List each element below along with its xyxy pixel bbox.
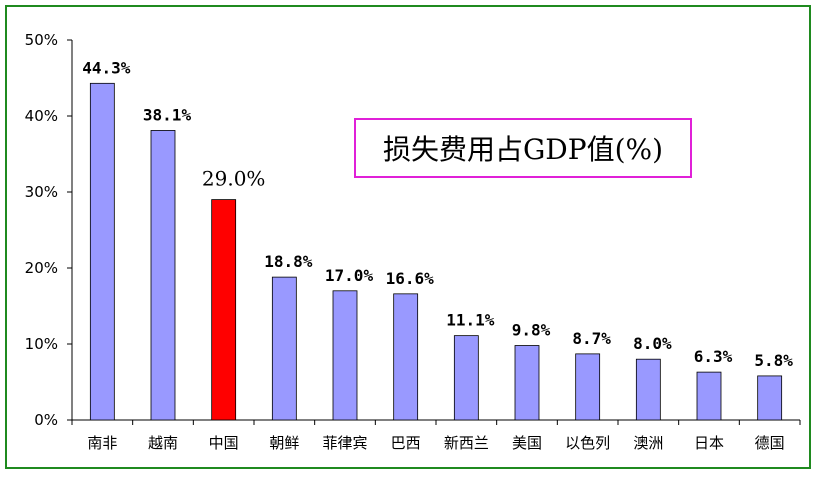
category-label: 以色列: [565, 434, 610, 452]
bar: [575, 353, 601, 421]
bar: [89, 82, 115, 421]
data-label: 8.7%: [572, 329, 611, 348]
category-label: 日本: [694, 434, 724, 452]
data-label: 8.0%: [633, 334, 672, 353]
bar: [453, 335, 479, 421]
bar: [150, 130, 176, 421]
category-label: 朝鲜: [269, 434, 299, 452]
category-label: 巴西: [391, 434, 421, 452]
data-label: 17.0%: [325, 266, 374, 285]
y-tick-label: 30%: [25, 183, 58, 201]
y-tick-label: 50%: [25, 31, 58, 49]
y-tick-label: 20%: [25, 259, 58, 277]
data-label: 38.1%: [143, 105, 192, 124]
category-label: 越南: [148, 434, 178, 452]
data-label: 44.3%: [82, 58, 131, 77]
bar: [757, 375, 783, 421]
bar: [393, 293, 419, 421]
category-label: 南非: [87, 434, 117, 452]
data-label: 29.0%: [202, 167, 266, 191]
category-label: 德国: [755, 434, 785, 452]
data-label: 11.1%: [446, 311, 495, 330]
y-tick-label: 10%: [25, 335, 58, 353]
bar: [211, 199, 237, 421]
category-label: 澳洲: [633, 434, 663, 452]
bar: [696, 371, 722, 421]
category-label: 中国: [209, 434, 239, 452]
bar: [514, 345, 540, 421]
data-label: 6.3%: [694, 347, 733, 366]
y-tick-label: 40%: [25, 107, 58, 125]
category-label: 菲律宾: [322, 434, 367, 452]
bar: [332, 290, 358, 421]
bar: [271, 276, 297, 421]
data-label: 16.6%: [386, 269, 435, 288]
data-label: 18.8%: [264, 252, 313, 271]
bar: [635, 358, 661, 421]
chart-title: 损失费用占GDP值(%): [354, 118, 692, 178]
category-label: 新西兰: [444, 434, 489, 452]
data-label: 9.8%: [512, 321, 551, 340]
category-label: 美国: [512, 434, 542, 452]
y-tick-label: 0%: [34, 411, 58, 429]
data-label: 5.8%: [754, 351, 793, 370]
